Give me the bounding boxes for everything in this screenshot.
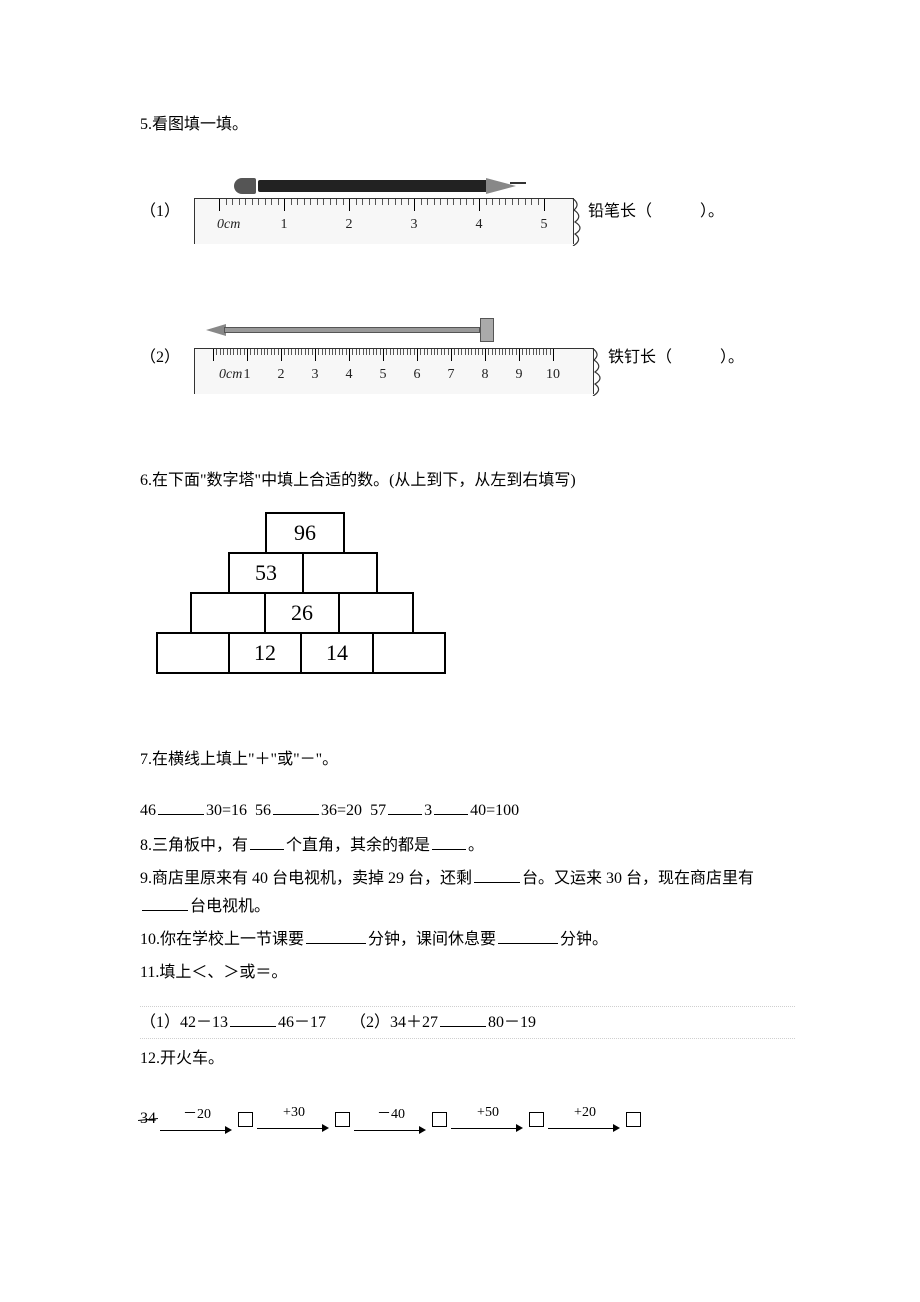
- blank-input[interactable]: [434, 799, 468, 815]
- train-chain: 34 －20 +30 －40 +50 +20: [140, 1103, 795, 1136]
- arrow-segment: +20: [548, 1105, 622, 1134]
- q7-heading: 7.在横线上填上"＋"或"－"。: [140, 746, 795, 773]
- arrow-op: +20: [574, 1105, 596, 1121]
- ruler1-zero-label: 0cm: [217, 217, 240, 233]
- arrow-op: +50: [477, 1105, 499, 1121]
- q5-1-label: （1）: [140, 197, 180, 221]
- pyr-cell-blank[interactable]: [156, 632, 230, 674]
- arrow-segment: －20: [160, 1103, 234, 1136]
- ruler-1: 0cm 1 2 3 4 5: [194, 198, 574, 244]
- blank-input[interactable]: [388, 799, 422, 815]
- blank-input[interactable]: [158, 799, 204, 815]
- ruler-tick-label: 7: [448, 367, 455, 383]
- q12-heading: 12.开火车。: [140, 1045, 795, 1072]
- blank-input[interactable]: [306, 928, 366, 944]
- pyr-cell-blank[interactable]: [190, 592, 266, 634]
- answer-box[interactable]: [432, 1112, 447, 1127]
- arrow-icon: [160, 1124, 234, 1136]
- pyr-cell: 26: [264, 592, 340, 634]
- blank-input[interactable]: [142, 895, 188, 911]
- ruler-tick-label: 2: [278, 367, 285, 383]
- q11-items: （1）42－1346－17 （2）34＋2780－19: [140, 1009, 795, 1036]
- arrow-op: +30: [283, 1105, 305, 1121]
- q5-item1: （1） 0cm 1 2 3 4 5 铅笔长（）。: [140, 174, 795, 244]
- ruler-tick-label: 8: [482, 367, 489, 383]
- arrow-icon: [257, 1122, 331, 1134]
- ruler-2: 0cm 1 2 3 4 5 6 7 8 9 10: [194, 348, 594, 394]
- ruler-tick-label: 3: [312, 367, 319, 383]
- answer-box[interactable]: [626, 1112, 641, 1127]
- ruler-tick-label: 10: [546, 367, 560, 383]
- ruler-tick-label: 3: [411, 217, 418, 233]
- arrow-segment: +30: [257, 1105, 331, 1134]
- ruler-tick-label: 5: [541, 217, 548, 233]
- pencil-ruler-figure: 0cm 1 2 3 4 5: [194, 174, 574, 244]
- q5-heading: 5.看图填一填。: [140, 110, 795, 134]
- ruler-tick-label: 4: [476, 217, 483, 233]
- ruler-tick-label: 6: [414, 367, 421, 383]
- torn-edge-icon: [571, 198, 587, 246]
- answer-box[interactable]: [238, 1112, 253, 1127]
- pencil-icon: [234, 174, 574, 196]
- blank-input[interactable]: [432, 834, 466, 850]
- ruler-tick-label: 4: [346, 367, 353, 383]
- arrow-op: －20: [183, 1103, 211, 1123]
- blank-input[interactable]: [250, 834, 284, 850]
- pyr-cell: 96: [265, 512, 345, 554]
- ruler-tick-label: 2: [346, 217, 353, 233]
- q5-1-text: 铅笔长（）。: [588, 197, 724, 221]
- q5-2-label: （2）: [140, 343, 180, 367]
- q10-line: 10.你在学校上一节课要分钟，课间休息要分钟。: [140, 926, 795, 953]
- arrow-icon: [548, 1122, 622, 1134]
- q6-heading: 6.在下面"数字塔"中填上合适的数。(从上到下，从左到右填写): [140, 466, 795, 490]
- ruler-tick-label: 1: [281, 217, 288, 233]
- pyr-cell: 53: [228, 552, 304, 594]
- blank-input[interactable]: [474, 867, 520, 883]
- pyr-cell-blank[interactable]: [338, 592, 414, 634]
- pyr-cell-blank[interactable]: [372, 632, 446, 674]
- q5-2-text: 铁钉长（）。: [608, 343, 744, 367]
- arrow-segment: －40: [354, 1103, 428, 1136]
- ruler-tick-label: 9: [516, 367, 523, 383]
- torn-edge-icon: [591, 348, 607, 396]
- blank-input[interactable]: [440, 1011, 486, 1027]
- q11-heading: 11.填上＜、＞或＝。: [140, 959, 795, 986]
- pyr-cell: 14: [300, 632, 374, 674]
- train-start-value: 34: [140, 1110, 156, 1128]
- blank-input[interactable]: [273, 799, 319, 815]
- ruler-tick-label: 1: [244, 367, 251, 383]
- answer-box[interactable]: [335, 1112, 350, 1127]
- number-pyramid: 96 53 26 12 14: [158, 514, 468, 674]
- nail-icon: [206, 316, 516, 344]
- blank-input[interactable]: [230, 1011, 276, 1027]
- q7-equations: 4630=16 5636=20 57340=100: [140, 799, 795, 820]
- arrow-icon: [354, 1124, 428, 1136]
- arrow-segment: +50: [451, 1105, 525, 1134]
- arrow-op: －40: [377, 1103, 405, 1123]
- blank-input[interactable]: [498, 928, 558, 944]
- pyr-cell-blank[interactable]: [302, 552, 378, 594]
- nail-ruler-figure: 0cm 1 2 3 4 5 6 7 8 9 10: [194, 316, 594, 394]
- arrow-icon: [451, 1122, 525, 1134]
- answer-box[interactable]: [529, 1112, 544, 1127]
- pyr-cell: 12: [228, 632, 302, 674]
- ruler2-zero-label: 0cm: [219, 367, 242, 383]
- q9-line: 9.商店里原来有 40 台电视机，卖掉 29 台，还剩台。又运来 30 台，现在…: [140, 865, 795, 919]
- q8-line: 8.三角板中，有个直角，其余的都是。: [140, 832, 795, 859]
- q5-item2: （2） 0cm 1 2 3 4 5 6 7 8 9 10 铁钉长（）。: [140, 316, 795, 394]
- ruler-tick-label: 5: [380, 367, 387, 383]
